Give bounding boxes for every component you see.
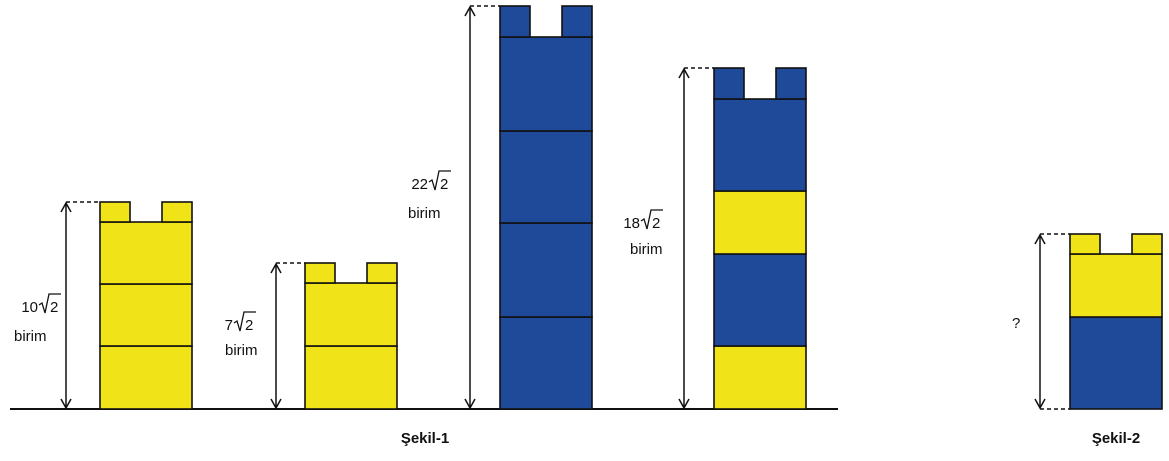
figure-2-dimension [1034, 233, 1070, 410]
cap-left [713, 67, 745, 100]
tower-2 [304, 262, 398, 410]
tower-3-height-label: 22 2 birim [408, 170, 451, 222]
height-radical: 2 [652, 215, 660, 232]
block-1 [713, 345, 807, 410]
block-2 [1069, 253, 1163, 318]
height-radical: 2 [440, 176, 448, 193]
cap-right [1131, 233, 1163, 255]
cap-right [561, 5, 593, 38]
block-2 [304, 282, 398, 347]
block-3 [713, 190, 807, 255]
tower-3-dimension [464, 5, 500, 410]
unit-label: birim [408, 205, 441, 222]
height-coef: 10 [21, 299, 38, 316]
cap-right [161, 201, 193, 223]
block-3 [99, 221, 193, 285]
tower-4 [713, 67, 807, 410]
cap-right [775, 67, 807, 100]
block-1 [304, 345, 398, 410]
figure-2-caption: Şekil-2 [1092, 430, 1140, 447]
tower-1-dimension [60, 201, 100, 410]
block-4 [713, 98, 807, 192]
figure-2-tower [1069, 233, 1163, 410]
block-2 [713, 253, 807, 347]
block-3 [499, 130, 593, 224]
tower-1 [99, 201, 193, 410]
block-1 [1069, 316, 1163, 410]
height-radical: 2 [245, 317, 253, 334]
cap-left [304, 262, 336, 284]
height-coef: 7 [225, 317, 233, 334]
height-radical: 2 [50, 299, 58, 316]
unknown-height-label: ? [1012, 315, 1020, 332]
unit-label: birim [225, 342, 258, 359]
unit-label: birim [14, 328, 47, 345]
tower-2-height-label: 7 2 birim [225, 311, 258, 359]
cap-right [366, 262, 398, 284]
block-2 [499, 222, 593, 318]
block-1 [499, 316, 593, 410]
tower-3 [499, 5, 593, 410]
height-coef: 22 [411, 176, 428, 193]
block-2 [99, 283, 193, 347]
cap-left [99, 201, 131, 223]
cap-left [1069, 233, 1101, 255]
tower-2-dimension [270, 262, 305, 410]
block-1 [99, 345, 193, 410]
unit-label: birim [630, 241, 663, 258]
tower-4-dimension [678, 67, 714, 410]
tower-4-height-label: 18 2 birim [623, 209, 663, 258]
tower-1-height-label: 10 2 birim [14, 293, 61, 345]
height-coef: 18 [623, 215, 640, 232]
block-4 [499, 36, 593, 132]
cap-left [499, 5, 531, 38]
figure-1-caption: Şekil-1 [401, 430, 449, 447]
